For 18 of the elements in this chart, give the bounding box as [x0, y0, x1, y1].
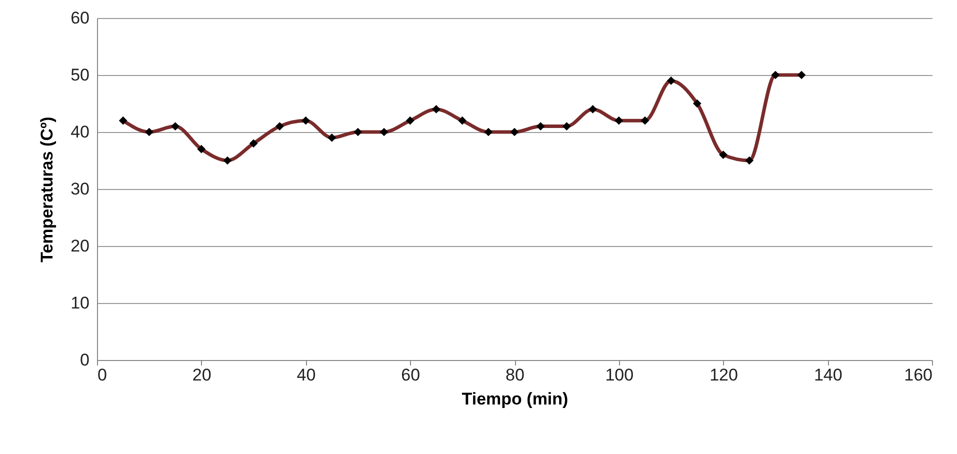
x-tick-label: 40 [296, 366, 316, 384]
x-tick-label: 0 [98, 366, 107, 384]
x-tick-label: 20 [192, 366, 212, 384]
x-tick-label: 120 [710, 366, 738, 384]
x-tick-label: 140 [814, 366, 842, 384]
x-axis-title: Tiempo (min) [462, 390, 568, 408]
x-tick-label: 160 [904, 366, 932, 384]
y-tick-label: 40 [70, 122, 90, 142]
x-tick-label: 60 [401, 366, 420, 384]
y-tick-label: 50 [70, 66, 90, 84]
x-tick-label: 100 [605, 366, 634, 384]
x-tick-label: 80 [506, 366, 524, 384]
y-tick-label: 30 [70, 180, 90, 198]
y-tick-label: 20 [70, 236, 90, 256]
y-axis-title: Temperaturas (Cº) [38, 116, 57, 262]
y-tick-label: 0 [80, 350, 90, 370]
y-tick-label: 60 [70, 8, 90, 28]
y-tick-label: 10 [70, 294, 90, 312]
